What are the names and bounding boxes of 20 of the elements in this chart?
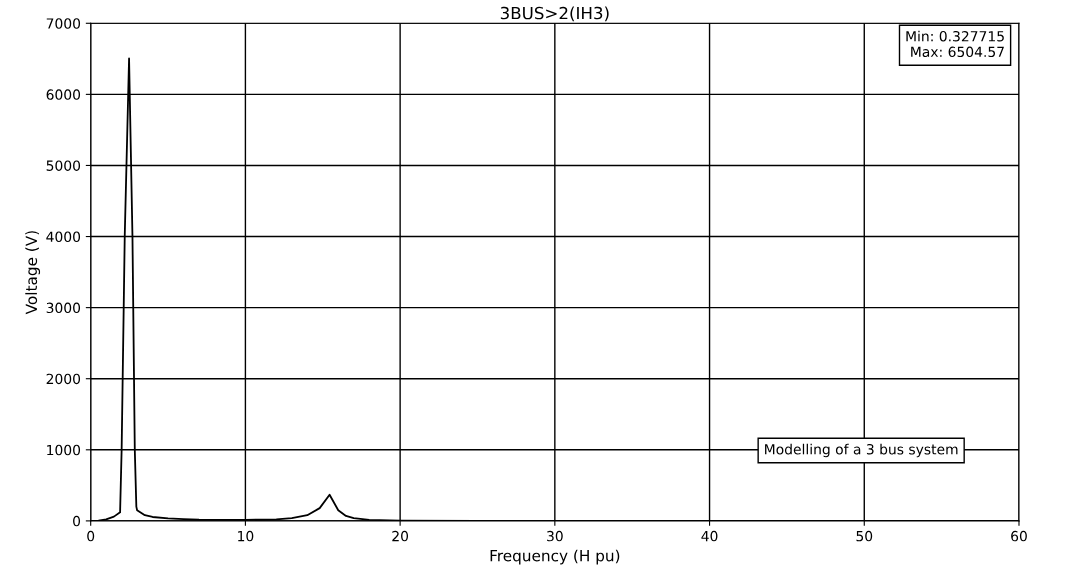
x-tick-label: 20 [392, 530, 409, 542]
x-tick-label: 10 [238, 530, 254, 542]
x-tick-label: 0 [87, 530, 95, 542]
y-tick-label: 6000 [46, 89, 81, 100]
x-tick-label: 50 [856, 530, 873, 542]
y-axis-title: Voltage (V) [25, 231, 41, 315]
x-tick-label: 60 [1011, 530, 1027, 542]
y-tick-label: 2000 [46, 373, 81, 385]
y-tick-label: 5000 [46, 160, 81, 171]
annotation: Modelling of a 3 bus system [765, 443, 958, 458]
x-axis-title: Frequency (H pu) [490, 549, 620, 565]
x-tick-label: 40 [701, 530, 718, 542]
y-tick-label: 7000 [46, 18, 81, 29]
annotation: Min: 0.327715 Max: 6504.57 [906, 30, 1004, 58]
y-tick-label: 1000 [47, 444, 81, 456]
chart-title: 3BUS>2(IH3) [500, 6, 609, 22]
x-tick-label: 30 [547, 530, 563, 542]
y-tick-label: 4000 [46, 231, 81, 243]
y-tick-label: 0 [73, 515, 81, 527]
y-tick-label: 3000 [46, 302, 81, 314]
